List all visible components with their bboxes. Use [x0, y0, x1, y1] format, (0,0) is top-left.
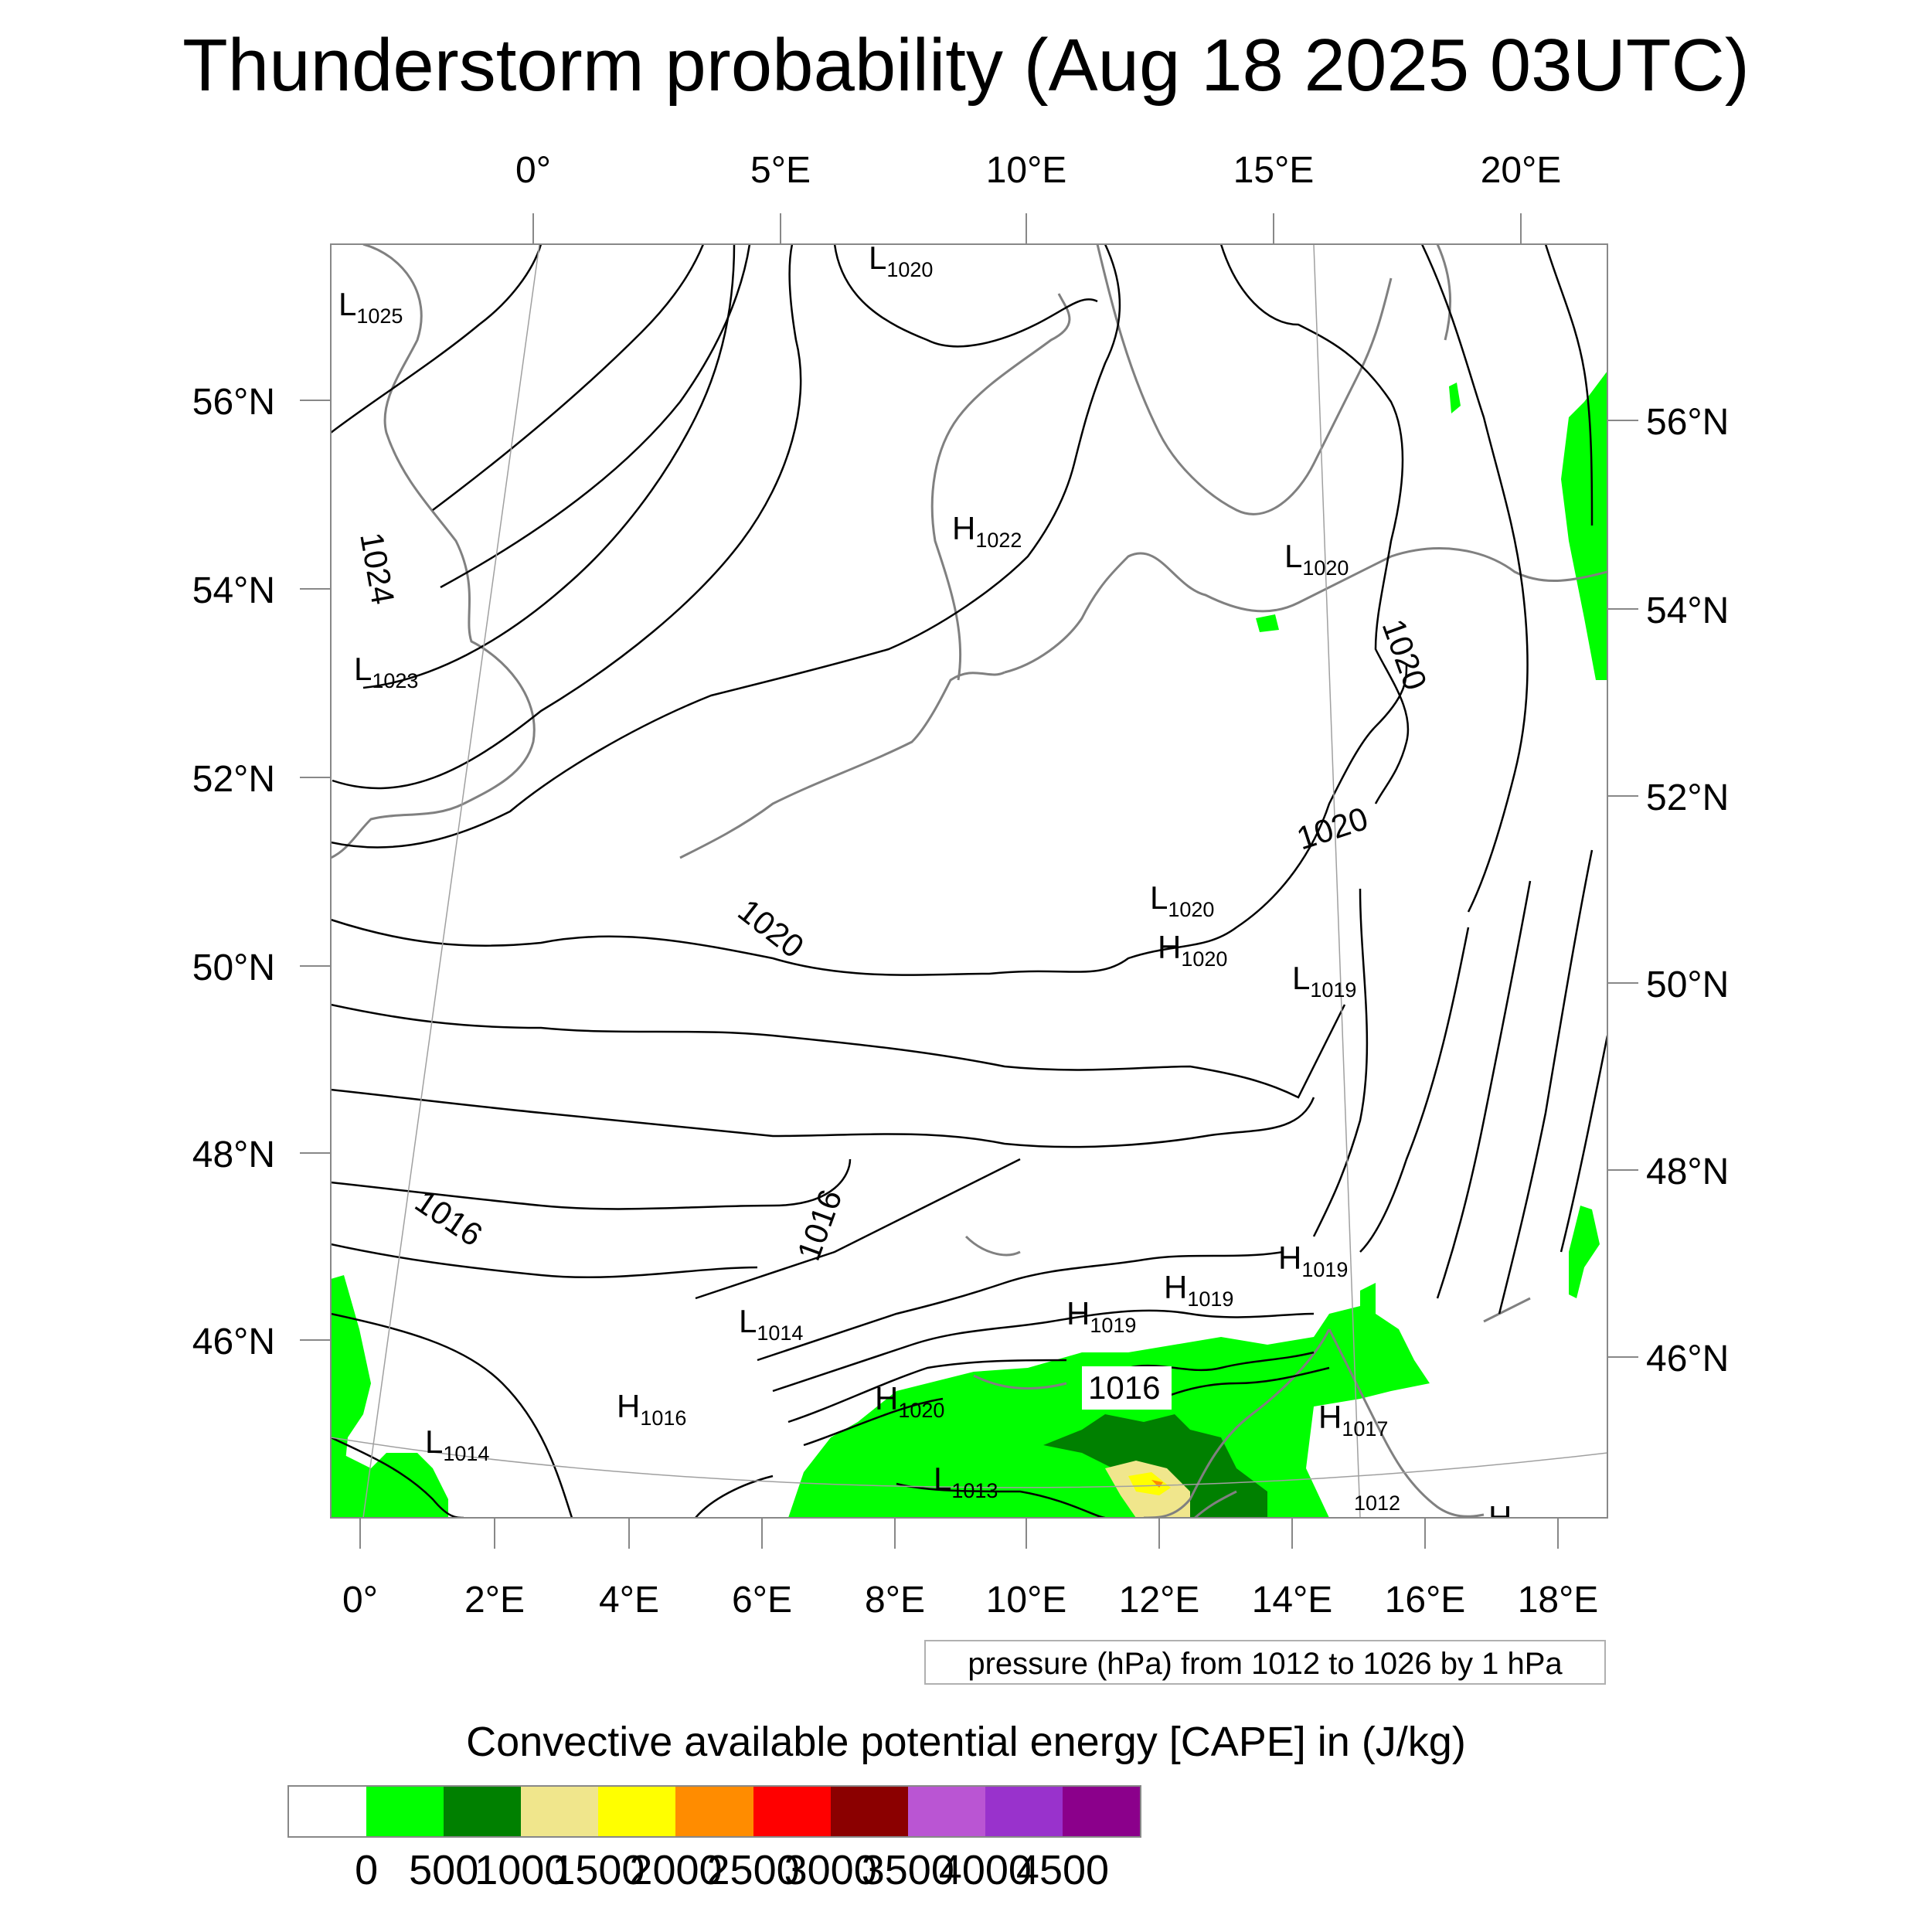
- isobar-label-1016-mid: 1016: [790, 1185, 849, 1265]
- colorbar-title: Convective available potential energy [C…: [466, 1719, 1466, 1765]
- top-lon-label: 5°E: [750, 150, 811, 191]
- top-lon-label: 20°E: [1481, 150, 1562, 191]
- bottom-lon-label: 2°E: [464, 1580, 525, 1621]
- right-lat-label: 48°N: [1646, 1151, 1729, 1192]
- top-lon-label: 15°E: [1233, 150, 1315, 191]
- left-lat-label: 54°N: [192, 570, 275, 611]
- right-lat-label: 46°N: [1646, 1338, 1729, 1379]
- bottom-lon-label: 4°E: [599, 1580, 659, 1621]
- isobar-label-1016-box: [1082, 1366, 1172, 1410]
- colorbar-cell: [289, 1787, 367, 1836]
- colorbar: [287, 1785, 1142, 1838]
- colorbar-cell: [830, 1787, 908, 1836]
- left-lat-label: 46°N: [192, 1321, 275, 1362]
- isobar-label-1024: 1024: [353, 529, 402, 607]
- map-frame: [330, 243, 1608, 1519]
- left-lat-labels: 56°N 54°N 52°N 50°N 48°N 46°N: [192, 382, 275, 1362]
- center-h1016: H1016: [617, 1388, 686, 1430]
- cape-area-southwest: [340, 1453, 448, 1518]
- center-h1020-central: H1020: [1158, 929, 1227, 971]
- right-lat-label: 56°N: [1646, 402, 1729, 443]
- colorbar-tick-label: 3000: [784, 1847, 877, 1893]
- top-lon-labels: 0° 5°E 10°E 15°E 20°E: [515, 150, 1561, 191]
- colorbar-tick-label: 3500: [861, 1847, 954, 1893]
- colorbar-cell: [598, 1787, 676, 1836]
- center-l1020-central: L1020: [1150, 879, 1214, 921]
- colorbar-cell: [985, 1787, 1063, 1836]
- center-l1014-central: L1014: [739, 1303, 803, 1345]
- top-lon-label: 10°E: [986, 150, 1067, 191]
- isobar-labels: 1024 1020 1020 1020 1016 1016 1016: [353, 529, 1434, 1410]
- cape-area-northeast: [1561, 371, 1607, 680]
- bottom-lon-label: 8°E: [865, 1580, 925, 1621]
- center-h1022: H1022: [952, 510, 1022, 552]
- left-lat-label: 48°N: [192, 1134, 275, 1175]
- bottom-lon-label: 14°E: [1252, 1580, 1333, 1621]
- bottom-lon-label: 6°E: [732, 1580, 792, 1621]
- right-lat-label: 50°N: [1646, 964, 1729, 1005]
- graticule: [331, 244, 1607, 1518]
- cape-area-spot-2: [1256, 614, 1279, 632]
- colorbar-cell: [753, 1787, 831, 1836]
- cape-area-peak: [1128, 1472, 1171, 1495]
- colorbar-tick-label: 4500: [1015, 1847, 1110, 1893]
- isobar-label-1020-east: 1020: [1376, 614, 1434, 695]
- isobar-label-1016-alps: 1016: [1088, 1369, 1160, 1406]
- cape-area-east: [1569, 1206, 1600, 1298]
- coastlines: [331, 244, 1607, 1518]
- center-h1019-west: H1019: [1066, 1295, 1136, 1337]
- center-l1019: L1019: [1292, 960, 1356, 1002]
- left-lat-label: 52°N: [192, 759, 275, 800]
- center-h1019-mid: H1019: [1164, 1269, 1233, 1311]
- cape-area-alps-2: [1314, 1283, 1430, 1391]
- right-lat-labels: 56°N 54°N 52°N 50°N 48°N 46°N: [1646, 402, 1729, 1379]
- center-1012: 1012: [1354, 1492, 1400, 1515]
- colorbar-tick-label: 4000: [938, 1847, 1032, 1893]
- pressure-note: pressure (hPa) from 1012 to 1026 by 1 hP…: [924, 1640, 1606, 1685]
- isobar-label-1020-mid: 1020: [1292, 800, 1372, 857]
- center-h1017: H1017: [1318, 1399, 1388, 1440]
- cape-area-spot-1: [1449, 383, 1461, 413]
- center-l1023: L1023: [354, 651, 418, 692]
- colorbar-tick-label: 500: [409, 1847, 479, 1893]
- colorbar-tick-label: 0: [355, 1847, 379, 1893]
- colorbar-tick-label: 2000: [629, 1847, 723, 1893]
- center-l1025: L1025: [338, 286, 403, 328]
- bottom-lon-label: 12°E: [1119, 1580, 1200, 1621]
- center-h1019-east: H1019: [1278, 1240, 1348, 1281]
- center-h-edge: H: [1488, 1499, 1512, 1536]
- isobar-label-1020-west: 1020: [731, 892, 811, 965]
- bottom-lon-label: 16°E: [1385, 1580, 1466, 1621]
- isobars: [331, 244, 1607, 1518]
- cape-fill: [331, 371, 1607, 1518]
- bottom-lon-label: 0°: [342, 1580, 378, 1621]
- center-l1020-north: L1020: [869, 240, 933, 281]
- bottom-lon-label: 18°E: [1518, 1580, 1599, 1621]
- left-lat-label: 50°N: [192, 947, 275, 988]
- colorbar-cell: [444, 1787, 522, 1836]
- bottom-lon-label: 10°E: [986, 1580, 1067, 1621]
- colorbar-cell: [675, 1787, 753, 1836]
- left-lat-label: 56°N: [192, 382, 275, 423]
- colorbar-cell: [366, 1787, 444, 1836]
- center-l1014-west: L1014: [425, 1423, 489, 1465]
- right-lat-label: 54°N: [1646, 590, 1729, 631]
- colorbar-tick-label: 1000: [474, 1847, 568, 1893]
- chart-title: Thunderstorm probability (Aug 18 2025 03…: [182, 24, 1750, 107]
- bottom-lon-labels: 0° 2°E 4°E 6°E 8°E 10°E 12°E 14°E 16°E 1…: [342, 1580, 1598, 1621]
- colorbar-tick-label: 1500: [552, 1847, 645, 1893]
- colorbar-cell: [1062, 1787, 1141, 1836]
- right-lat-label: 52°N: [1646, 777, 1729, 818]
- top-lon-label: 0°: [515, 150, 551, 191]
- colorbar-cell: [907, 1787, 985, 1836]
- colorbar-cell: [521, 1787, 599, 1836]
- tick-marks: [300, 213, 1638, 1549]
- colorbar-tick-label: 2500: [706, 1847, 800, 1893]
- center-l1020-baltic: L1020: [1284, 538, 1349, 580]
- colorbar-labels: 0 500 1000 1500 2000 2500 3000 3500 4000 4500: [0, 1845, 1932, 1900]
